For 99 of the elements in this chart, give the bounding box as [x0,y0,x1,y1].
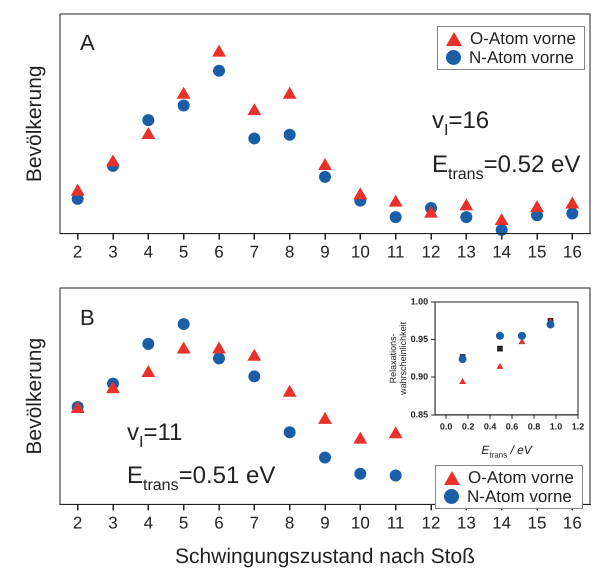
y-axis-title: Relaxations- wahrscheinlichkeit [388,321,408,396]
x-tick-label: 13 [456,513,476,532]
x-tick-label: 7 [250,513,260,532]
x-tick-label: 6 [214,242,224,262]
point [284,426,296,438]
x-tick-label: 0.0 [440,422,452,432]
point [460,211,472,224]
x-tick-label: 3 [108,242,118,262]
legend-label: N-Atom vorne [467,486,572,506]
legend-label: O-Atom vorne [470,28,576,48]
legend-label: N-Atom vorne [469,48,574,68]
point [284,128,296,141]
x-tick-label: 6 [214,513,224,532]
point [354,468,366,480]
annotation: A [80,30,95,55]
point [212,44,226,57]
point [496,362,504,369]
point [353,432,368,444]
y-tick-label: 0.85 [410,409,428,420]
x-tick-label: 13 [456,242,476,262]
x-axis-title: Schwingungszustand nach Stoß [174,545,476,568]
point [282,384,297,397]
x-tick-label: 14 [492,242,512,262]
point [318,412,332,424]
point [176,342,191,354]
point [176,86,191,99]
point [566,207,578,220]
point [212,342,226,354]
point [518,332,526,340]
y-tick-label: 0.95 [410,334,428,344]
y-tick-label: 0.90 [410,372,428,382]
point [141,364,156,377]
legend-label: O-Atom vorne [468,468,574,488]
point [546,320,555,329]
x-tick-label: 0.2 [462,422,474,432]
annotation: B [80,305,95,330]
x-tick-label: 2 [72,242,82,262]
point [282,86,297,99]
point [106,381,120,394]
point [319,452,331,464]
point [424,206,438,218]
x-tick-label: 9 [320,513,330,532]
point [530,200,544,212]
x-tick-label: 7 [250,242,260,262]
point [494,212,509,225]
point [70,184,85,196]
point [459,198,474,210]
point [497,346,503,352]
x-tick-label: 16 [562,242,582,262]
x-tick-label: 15 [528,242,546,262]
x-tick-label: 8 [284,242,294,262]
point [141,126,156,139]
x-tick-label: 8 [284,513,294,532]
x-tick-label: 5 [178,513,188,532]
point [178,100,190,112]
point [458,355,467,364]
x-tick-label: 0.6 [506,422,518,432]
x-tick-label: 4 [144,242,154,262]
point [142,114,154,126]
point [178,318,190,330]
x-tick-label: 9 [320,242,330,262]
x-tick-label: 1.0 [550,422,562,432]
x-tick-label: 11 [386,513,404,532]
x-tick-label: 1.2 [572,422,584,432]
x-tick-label: 12 [422,513,440,532]
x-tick-label: 0.8 [528,422,540,432]
x-tick-label: 14 [492,513,512,532]
point [390,470,402,482]
x-tick-label: 3 [108,513,118,532]
point [459,378,466,384]
x-tick-label: 10 [350,242,370,262]
point [318,158,332,170]
point [496,332,504,340]
point [213,352,225,364]
point [248,132,260,144]
point [353,187,368,200]
x-tick-label: 0.4 [484,422,496,432]
point [319,170,331,183]
point [106,154,120,166]
x-tick-label: 12 [422,242,440,262]
point [390,211,402,224]
x-tick-label: 5 [178,242,188,262]
point [248,370,260,382]
x-tick-label: 11 [386,242,404,262]
x-tick-label: 15 [528,513,546,532]
x-tick-label: 10 [350,513,370,532]
point [565,196,580,208]
x-tick-label: 2 [72,513,82,532]
point [247,348,262,361]
x-tick-label: 4 [144,513,154,532]
y-tick-label: 1.00 [410,296,428,306]
point [247,103,262,116]
point [142,338,154,350]
x-tick-label: 16 [562,513,582,532]
y-axis-title: Bevölkerung [23,65,46,182]
y-axis-title: Bevölkerung [23,338,46,455]
point [213,64,225,77]
point [388,194,403,207]
point [388,426,403,438]
